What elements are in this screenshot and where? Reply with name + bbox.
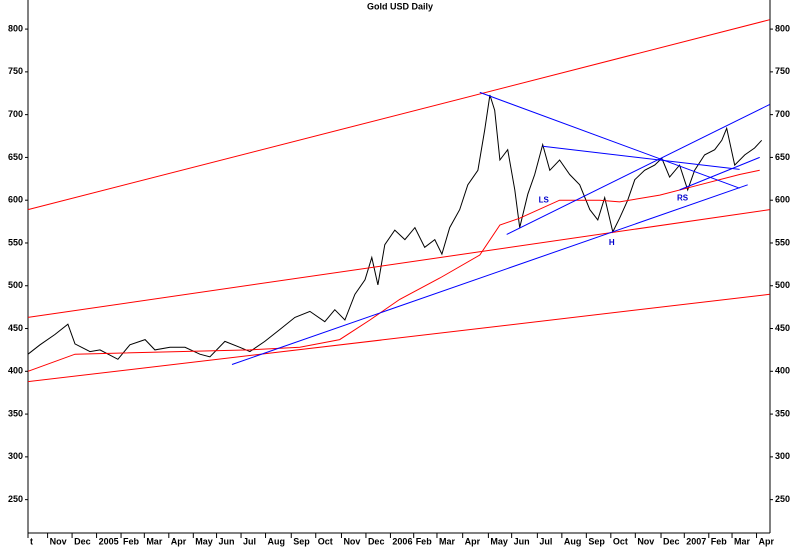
x-tick-label: Oct [613, 536, 628, 546]
y-tick-label: 650 [8, 152, 23, 162]
x-tick-label: May [195, 536, 213, 546]
x-tick-label: Feb [416, 536, 433, 546]
x-tick-label: Mar [734, 536, 751, 546]
series-line [27, 94, 763, 360]
x-tick-label: Aug [268, 536, 286, 546]
y-tick-label: 550 [8, 237, 23, 247]
y2-tick-label: 650 [775, 152, 790, 162]
y2-tick-label: 250 [775, 494, 790, 504]
y-tick-label: 400 [8, 366, 23, 376]
x-tick-label: Dec [74, 536, 91, 546]
series-line [27, 293, 770, 383]
x-tick-label: Jun [514, 536, 530, 546]
annotation: LS [539, 195, 550, 204]
y-tick-label: 350 [8, 408, 23, 418]
x-tick-label: t [30, 536, 33, 546]
annotation: H [609, 238, 615, 247]
y2-tick-label: 350 [775, 408, 790, 418]
x-tick-label: Mar [439, 536, 456, 546]
series-line [231, 184, 748, 365]
y-tick-label: 800 [8, 23, 23, 33]
series-line [506, 103, 771, 235]
x-tick-label: Apr [759, 536, 775, 546]
x-tick-label: Mar [146, 536, 163, 546]
series-line [679, 156, 760, 191]
series-line [27, 19, 770, 211]
series-line [27, 169, 760, 372]
annotation: RS [677, 194, 689, 203]
x-tick-label: Feb [711, 536, 728, 546]
x-tick-label: Apr [465, 536, 481, 546]
x-tick-label: Apr [171, 536, 187, 546]
x-tick-label: May [490, 536, 508, 546]
series-line [542, 145, 740, 170]
y2-tick-label: 750 [775, 66, 790, 76]
x-tick-label: Sep [293, 536, 310, 546]
y-tick-label: 450 [8, 323, 23, 333]
x-tick-label: Sep [588, 536, 605, 546]
series-line [479, 91, 740, 189]
y-tick-label: 500 [8, 280, 23, 290]
chart-title: Gold USD Daily [367, 1, 433, 11]
y2-tick-label: 450 [775, 323, 790, 333]
x-tick-label: 2005 [99, 536, 119, 546]
x-tick-label: Dec [368, 536, 385, 546]
y2-tick-label: 300 [775, 451, 790, 461]
x-tick-label: Nov [637, 536, 654, 546]
y2-tick-label: 400 [775, 366, 790, 376]
y2-tick-label: 800 [775, 23, 790, 33]
y2-tick-label: 550 [775, 237, 790, 247]
x-tick-label: Oct [318, 536, 333, 546]
y-tick-label: 300 [8, 451, 23, 461]
x-tick-label: 2007 [686, 536, 706, 546]
y2-tick-label: 600 [775, 195, 790, 205]
y-tick-label: 750 [8, 66, 23, 76]
x-tick-label: Jul [243, 536, 256, 546]
y-tick-label: 250 [8, 494, 23, 504]
y-tick-label: 700 [8, 109, 23, 119]
y-tick-label: 600 [8, 195, 23, 205]
x-tick-label: Jun [219, 536, 235, 546]
y2-tick-label: 500 [775, 280, 790, 290]
x-tick-label: Dec [663, 536, 680, 546]
x-tick-label: Nov [50, 536, 67, 546]
x-tick-label: Feb [123, 536, 140, 546]
y2-tick-label: 700 [775, 109, 790, 119]
x-tick-label: Nov [343, 536, 360, 546]
series-line [27, 209, 770, 318]
x-tick-label: 2006 [392, 536, 412, 546]
x-tick-label: Jul [539, 536, 552, 546]
x-tick-label: Aug [564, 536, 582, 546]
